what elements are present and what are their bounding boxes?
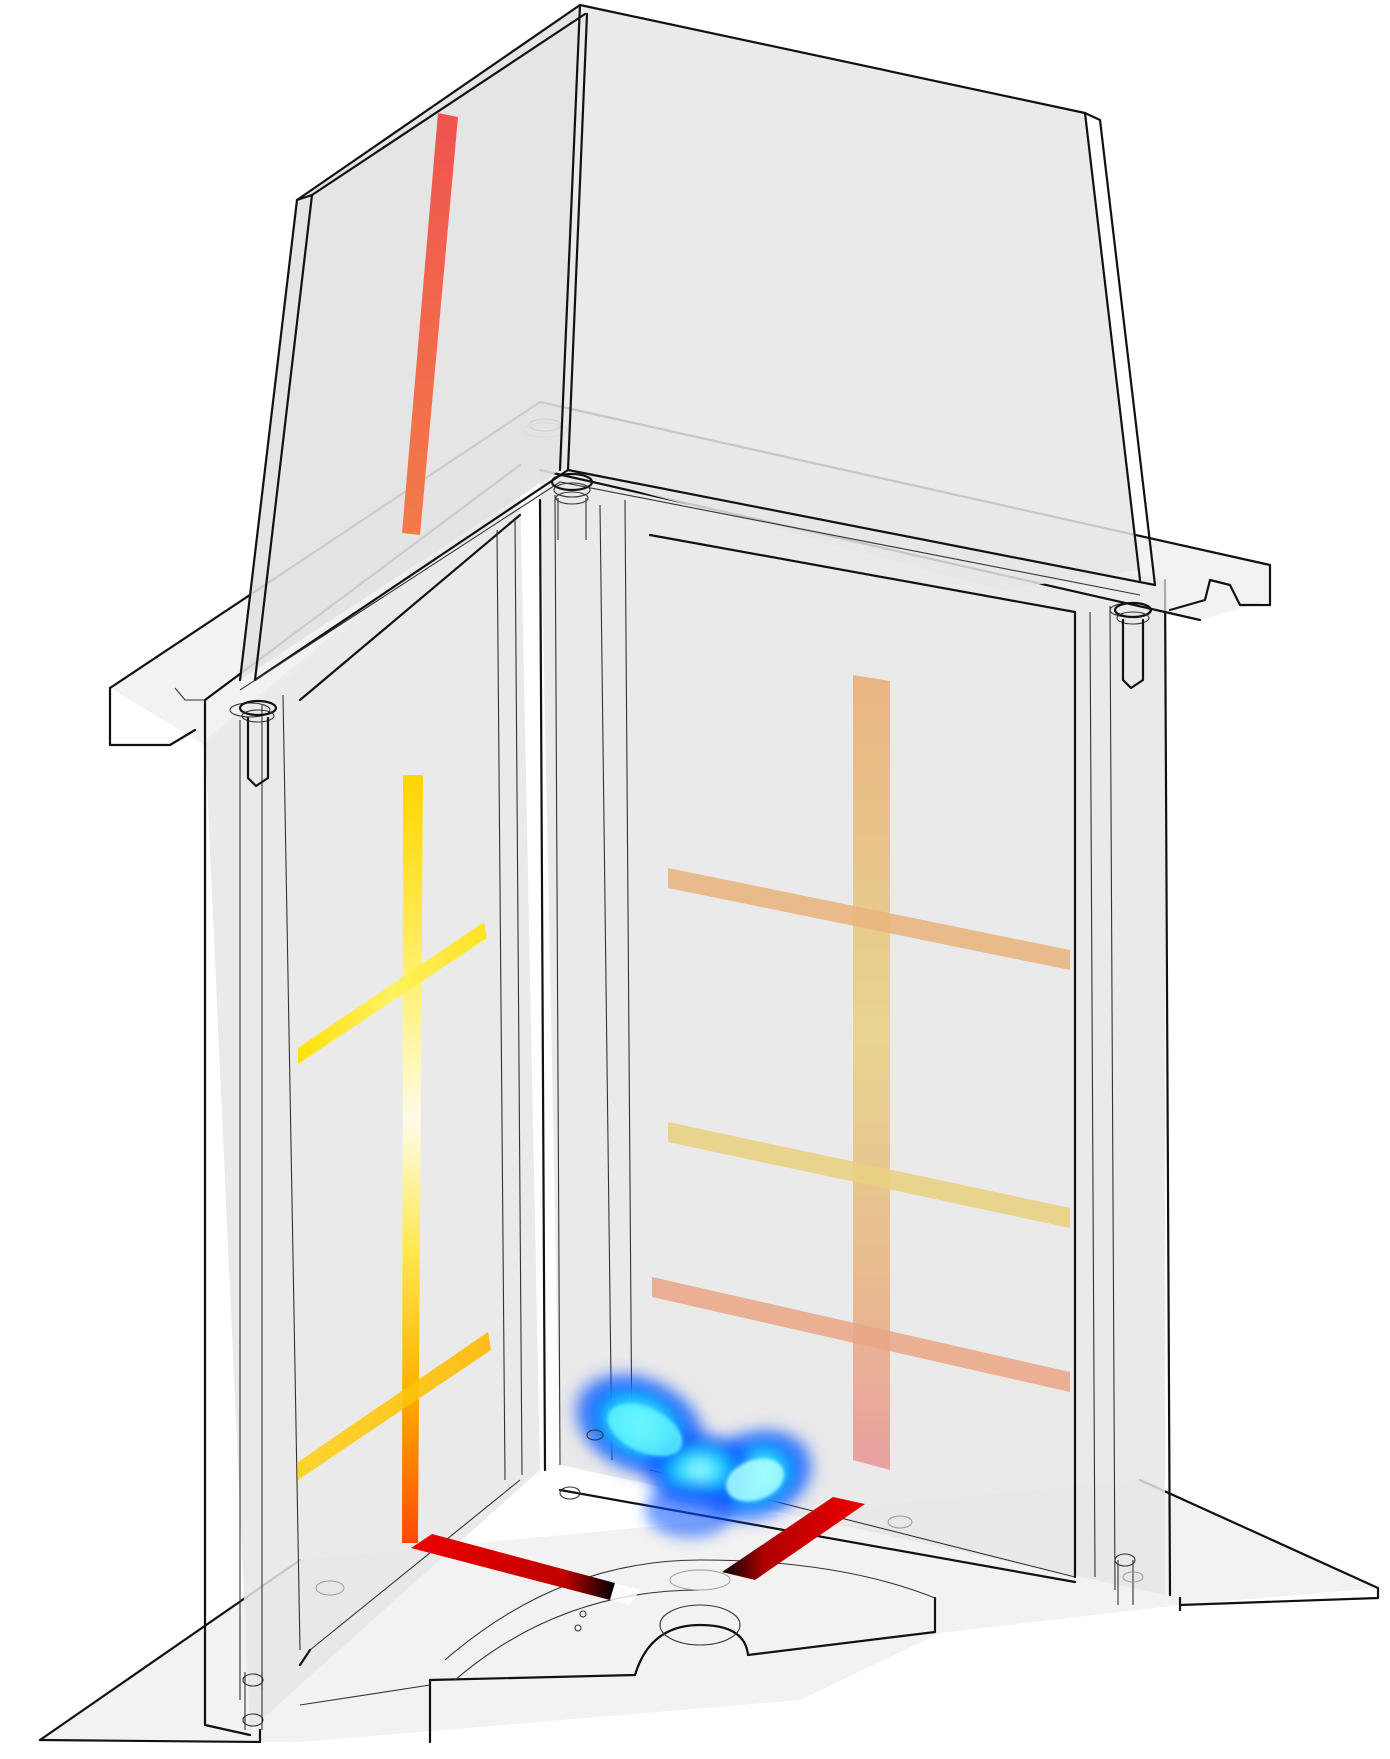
floor-strips bbox=[411, 1497, 865, 1605]
left-wall bbox=[203, 480, 540, 1737]
floor-holes bbox=[559, 1429, 1144, 1632]
bolt-right bbox=[1113, 601, 1153, 690]
top-hood bbox=[238, 3, 1157, 691]
bolt-left bbox=[238, 699, 278, 788]
flame-plume bbox=[568, 1368, 819, 1538]
bolt-center bbox=[550, 472, 594, 540]
top-hood-strip bbox=[402, 113, 458, 535]
left-wall-strips bbox=[298, 775, 491, 1543]
right-wall bbox=[538, 470, 1172, 1605]
right-wall-strips bbox=[652, 675, 1070, 1470]
